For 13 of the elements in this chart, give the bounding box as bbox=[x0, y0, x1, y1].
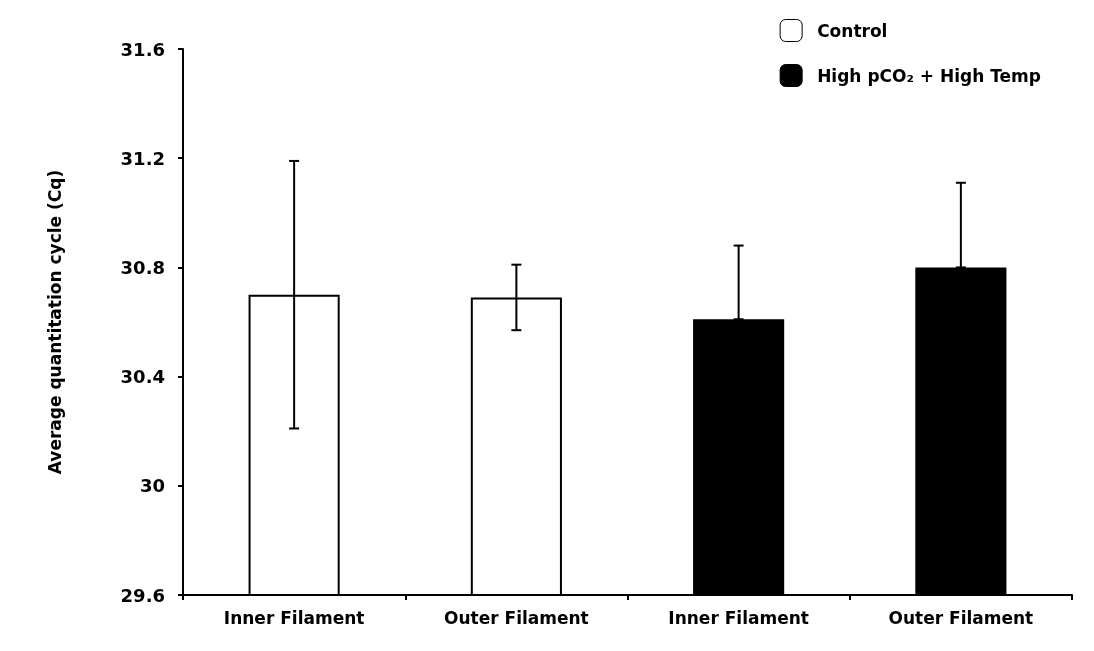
legend-label: High pCO₂ + High Temp bbox=[817, 65, 1042, 86]
y-tick-label: 29.6 bbox=[120, 584, 165, 606]
y-tick-label: 30.4 bbox=[120, 366, 165, 388]
y-axis-title: Average quantitation cycle (Cq) bbox=[44, 169, 65, 475]
y-tick-label: 31.2 bbox=[120, 147, 165, 169]
y-tick-label: 30.8 bbox=[120, 256, 165, 278]
x-tick-label: Inner Filament bbox=[223, 607, 365, 628]
y-tick-label: 30 bbox=[139, 475, 165, 497]
y-tick-label: 31.6 bbox=[120, 38, 165, 60]
x-tick-label: Outer Filament bbox=[888, 607, 1034, 628]
x-tick-label: Outer Filament bbox=[444, 607, 589, 628]
x-tick-label: Inner Filament bbox=[668, 607, 809, 628]
legend-label: Control bbox=[817, 20, 888, 41]
